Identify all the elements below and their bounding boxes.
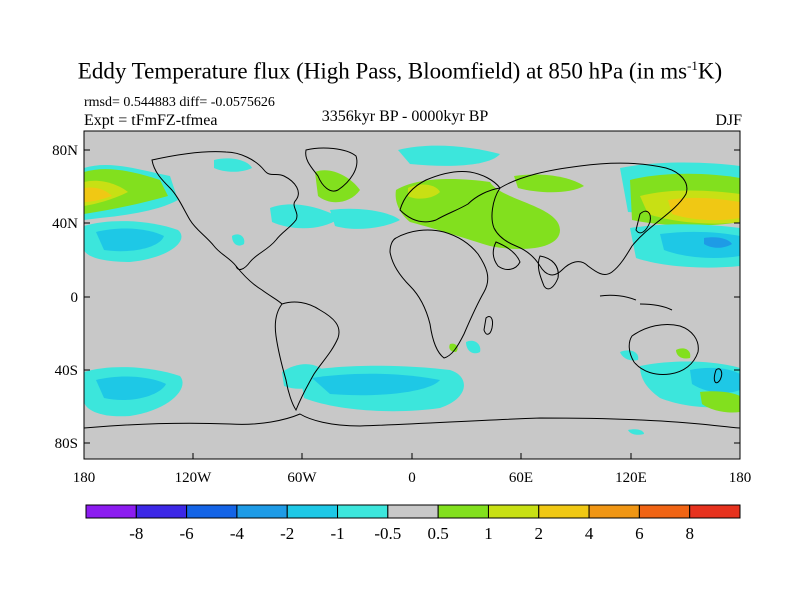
lat-label: 80S bbox=[55, 436, 78, 452]
lat-labels: 80N 40N 0 40S 80S bbox=[52, 143, 78, 452]
colorbar-labels: -8 -6 -4 -2 -1 -0.5 0.5 1 2 4 6 8 bbox=[129, 524, 694, 543]
coastline-antarctica bbox=[84, 413, 740, 429]
coastline-asia bbox=[491, 162, 688, 276]
colorbar-label: 8 bbox=[685, 524, 694, 543]
anomaly-shade bbox=[214, 158, 252, 172]
experiment-label: Expt = tFmFZ-tfmea bbox=[84, 112, 218, 129]
colorbar-swatch bbox=[689, 504, 741, 519]
colorbar bbox=[85, 504, 741, 519]
colorbar-swatch bbox=[538, 504, 590, 519]
colorbar-label: -0.5 bbox=[374, 524, 401, 543]
colorbar-swatch bbox=[437, 504, 489, 519]
colorbar-label: -1 bbox=[330, 524, 344, 543]
coastline-india bbox=[537, 255, 559, 290]
anomaly-shade bbox=[96, 228, 164, 252]
lat-label: 40S bbox=[55, 363, 78, 379]
period-label: 3356kyr BP - 0000kyr BP bbox=[321, 108, 489, 125]
colorbar-swatch bbox=[186, 504, 238, 519]
lon-label: 180 bbox=[73, 470, 96, 486]
anomaly-shade bbox=[628, 429, 644, 435]
lon-ticks bbox=[83, 453, 741, 459]
anomaly-shade bbox=[690, 367, 740, 393]
anomaly-shade bbox=[330, 208, 400, 229]
colorbar-label: -4 bbox=[230, 524, 245, 543]
anomaly-shade bbox=[232, 234, 245, 246]
anomaly-shade bbox=[704, 237, 732, 248]
lat-label: 80N bbox=[52, 143, 78, 159]
colorbar-label: -6 bbox=[180, 524, 194, 543]
anomaly-shade bbox=[395, 179, 560, 249]
coastline-africa bbox=[389, 229, 489, 359]
coastline-arabia bbox=[492, 241, 521, 270]
colorbar-label: 6 bbox=[635, 524, 644, 543]
colorbar-swatch bbox=[487, 504, 540, 519]
colorbar-label: -8 bbox=[129, 524, 143, 543]
anomaly-shade bbox=[676, 348, 691, 359]
colorbar-swatch bbox=[337, 504, 389, 519]
colorbar-swatch bbox=[588, 504, 640, 519]
anomaly-shade bbox=[668, 197, 740, 221]
coastline-central-america bbox=[235, 265, 283, 305]
colorbar-swatch bbox=[236, 504, 288, 519]
coastline-south-america bbox=[274, 301, 340, 412]
coastlines bbox=[84, 147, 740, 429]
anomaly-shade bbox=[466, 340, 481, 354]
anomaly-shade bbox=[449, 343, 458, 352]
season-label: DJF bbox=[715, 112, 742, 129]
anomaly-shade bbox=[514, 174, 584, 193]
title-end: K) bbox=[697, 58, 723, 84]
colorbar-label: 2 bbox=[535, 524, 544, 543]
coastline-australia bbox=[628, 323, 699, 375]
coastline-japan bbox=[635, 210, 651, 234]
coastline-indonesia bbox=[599, 294, 673, 311]
lat-ticks bbox=[84, 149, 740, 444]
lon-label: 120W bbox=[175, 470, 213, 486]
lon-label: 60W bbox=[287, 470, 317, 486]
colorbar-swatch bbox=[638, 504, 691, 519]
title-main: Eddy Temperature flux (High Pass, Bloomf… bbox=[77, 58, 688, 84]
colorbar-label: 1 bbox=[484, 524, 493, 543]
colorbar-swatch bbox=[135, 504, 188, 519]
title-superscript: -1 bbox=[687, 58, 698, 73]
coastline-north-america bbox=[151, 151, 299, 270]
anomaly-shade bbox=[270, 204, 340, 229]
anomaly-field bbox=[84, 145, 740, 435]
colorbar-label: 4 bbox=[585, 524, 594, 543]
map-title: Eddy Temperature flux (High Pass, Bloomf… bbox=[0, 58, 800, 85]
colorbar-swatch bbox=[387, 504, 439, 519]
anomaly-shade bbox=[84, 187, 112, 202]
colorbar-label: 0.5 bbox=[428, 524, 449, 543]
lat-label: 40N bbox=[52, 216, 78, 232]
anomaly-shade bbox=[96, 376, 166, 401]
coastline-greenland bbox=[305, 147, 358, 192]
rmsd-stats: rmsd= 0.544883 diff= -0.0575626 bbox=[84, 95, 275, 110]
colorbar-swatch bbox=[286, 504, 339, 519]
anomaly-shade bbox=[700, 391, 740, 413]
coastline-new-zealand bbox=[713, 368, 723, 384]
anomaly-shade bbox=[312, 373, 440, 396]
lon-label: 60E bbox=[509, 470, 533, 486]
coastline-madagascar bbox=[483, 315, 493, 335]
anomaly-shade bbox=[620, 350, 639, 361]
colorbar-label: -2 bbox=[280, 524, 294, 543]
lon-label: 0 bbox=[408, 470, 416, 486]
anomaly-shade bbox=[398, 145, 500, 166]
anomaly-shade bbox=[408, 184, 440, 199]
lon-label: 120E bbox=[615, 470, 647, 486]
lon-labels: 180 120W 60W 0 60E 120E 180 bbox=[73, 470, 752, 486]
colorbar-swatch bbox=[85, 504, 137, 519]
lat-label: 0 bbox=[71, 290, 79, 306]
lon-label: 180 bbox=[729, 470, 752, 486]
anomaly-shade bbox=[315, 170, 360, 203]
